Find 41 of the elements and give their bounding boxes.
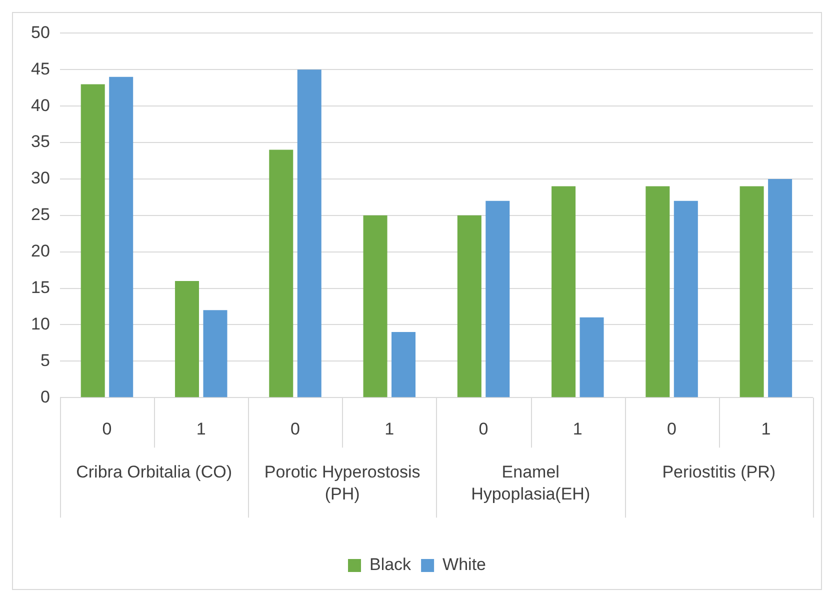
y-tick-label: 0 [40,387,50,406]
x-tick-label: 0 [290,419,300,438]
y-tick-label: 45 [30,59,50,78]
bar [740,186,764,398]
bar [109,76,134,398]
x-tick-label: 1 [196,419,206,438]
bar [674,200,698,398]
y-tick-label: 25 [30,205,50,224]
bar [203,310,228,398]
x-tick-label: 0 [478,419,488,438]
text: Enamel Hypoplasia(EH) [471,462,590,504]
bar [392,332,416,398]
y-tick-label: 15 [30,278,50,297]
x-tick-label: 0 [667,419,677,438]
bar [297,70,322,398]
text: Cribra Orbitalia (CO) [76,462,232,482]
y-tick-label: 50 [30,22,50,42]
y-tick-label: 5 [40,350,50,370]
legend-label: White [442,555,486,574]
bar [486,200,510,398]
y-tick-label: 40 [30,96,50,115]
bar [269,150,294,398]
bar [580,317,604,398]
bar [768,178,792,398]
y-tick-label: 30 [30,168,50,188]
text: Porotic Hyperostosis (PH) [264,462,420,504]
bar [646,186,670,398]
x-tick-label: 1 [761,419,771,438]
text: Periostitis (PR) [662,462,776,482]
y-tick-label: 35 [30,132,50,152]
bar [552,186,576,398]
y-tick-label: 20 [30,242,50,261]
bar [80,84,105,398]
bar [174,280,199,398]
bar [457,215,482,398]
x-tick-label: 0 [102,419,112,438]
y-tick-label: 10 [30,314,50,334]
legend-label: Black [369,555,412,574]
x-tick-label: 1 [384,419,394,438]
x-tick-label: 1 [572,419,582,438]
bar [363,215,388,398]
